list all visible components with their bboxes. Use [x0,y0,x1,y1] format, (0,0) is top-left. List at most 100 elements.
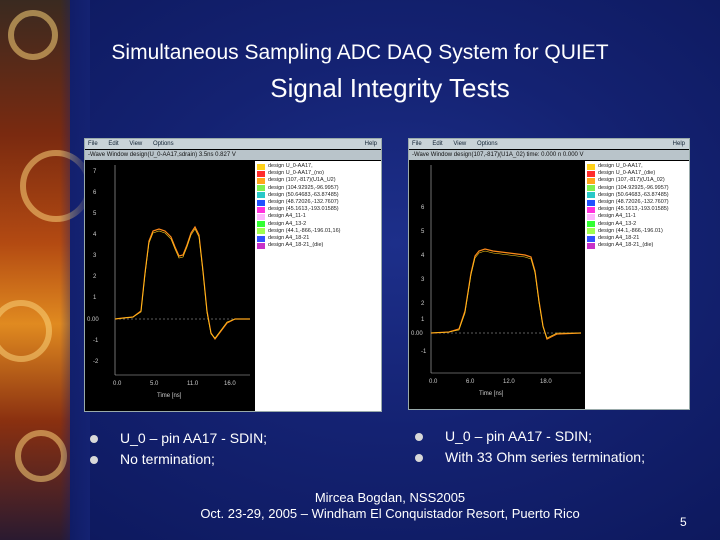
left-bullet-list: U_0 – pin AA17 - SDIN; No termination; [90,428,267,470]
legend-swatch [257,170,265,177]
bullet-icon [415,432,423,441]
legend-entry[interactable]: design (50.64683,-63.87485) [257,192,379,199]
menu-options[interactable]: Options [476,141,498,147]
left-x-tick: 16.0 [224,381,236,387]
legend-label: design (50.64683,-63.87485) [598,191,669,198]
legend-label: design A4_18-21 [598,235,640,242]
legend-entry[interactable]: design U_0-AA17, [257,163,379,170]
legend-swatch [257,192,265,199]
legend-label: design A4_18-21_(die) [598,242,654,249]
legend-entry[interactable]: design (48.72026,-132.7607) [257,199,379,206]
right-wave-toolbar: -Wave Window design(107,-817)(U1A_02) ti… [409,150,689,160]
right-y-tick: 6 [421,205,425,211]
legend-entry[interactable]: design A4_13-2 [257,221,379,228]
right-waveform-window: File Edit View Options Help -Wave Window… [408,138,690,410]
legend-entry[interactable]: design (44.1,-866,-196.01,16) [257,228,379,235]
legend-entry[interactable]: design U_0-AA17_(die) [587,170,687,177]
right-x-label: Time [ns] [479,391,504,397]
legend-swatch [257,206,265,213]
right-y-tick: 3 [421,277,425,283]
menu-help[interactable]: Help [672,141,685,147]
left-y-tick: -2 [93,359,99,365]
legend-swatch [587,199,595,206]
legend-entry[interactable]: design (45.1613,-193.01585) [587,206,687,213]
legend-swatch [257,178,265,184]
left-x-label: Time [ns] [157,393,182,399]
legend-label: design A4_18-21_(die) [268,242,324,249]
left-y-tick: 0.00 [87,317,99,323]
legend-entry[interactable]: design (104.92925,-96.9957) [257,185,379,192]
page-number: 5 [680,515,687,529]
right-waveform-trace-2 [430,250,581,339]
right-x-tick: 18.0 [540,379,552,385]
menu-view[interactable]: View [129,141,143,147]
legend-entry[interactable]: design A4_18-21 [257,235,379,242]
right-y-tick: -1 [421,349,427,355]
legend-entry[interactable]: design A4_18-21_(die) [257,242,379,249]
right-menubar: File Edit View Options Help [409,139,689,149]
legend-swatch [257,228,265,235]
left-waveform-trace-2 [114,228,250,339]
legend-label: design (45.1613,-193.01585) [268,206,339,213]
legend-entry[interactable]: design A4_11-1 [587,213,687,221]
menu-file[interactable]: File [88,141,98,147]
legend-label: design (44.1,-866,-196.01,16) [268,227,341,234]
legend-swatch [587,192,595,199]
legend-entry[interactable]: design (45.1613,-193.01585) [257,206,379,213]
legend-entry[interactable]: design A4_11-1 [257,213,379,221]
left-waveform-plot: 7 6 5 4 3 2 1 0.00 -1 -2 0.0 5.0 11.0 16… [85,161,255,411]
legend-label: design U_0-AA17_(die) [598,170,656,177]
legend-label: design (104.92925,-96.9957) [268,184,339,191]
legend-label: design (48.72026,-132.7607) [268,199,339,206]
menu-help[interactable]: Help [364,141,377,147]
menu-edit[interactable]: Edit [108,141,119,147]
legend-entry[interactable]: design (48.72026,-132.7607) [587,199,687,206]
right-y-tick: 0.00 [411,331,423,337]
legend-label: design A4_11-1 [598,213,636,220]
legend-entry[interactable]: design U_0-AA17_(no) [257,170,379,177]
menu-file[interactable]: File [412,141,422,147]
legend-swatch [257,221,265,228]
left-waveform-window: File Edit View Options Help -Wave Window… [84,138,382,412]
legend-swatch [587,228,595,235]
slide-footer: Mircea Bogdan, NSS2005 Oct. 23-29, 2005 … [180,490,600,522]
left-y-tick: 6 [93,190,97,196]
left-wave-toolbar: -Wave Window design(U_0-AA17,sdrain) 3.5… [85,150,381,160]
legend-swatch [587,235,595,242]
legend-swatch [257,185,265,192]
right-y-tick: 2 [421,301,425,307]
menu-view[interactable]: View [453,141,467,147]
list-item: U_0 – pin AA17 - SDIN; [415,426,645,447]
legend-entry[interactable]: design (44.1,-866,-196.01) [587,228,687,235]
legend-entry[interactable]: design A4_18-21 [587,235,687,242]
legend-swatch [257,242,265,249]
menu-edit[interactable]: Edit [432,141,443,147]
footer-conference: Oct. 23-29, 2005 – Windham El Conquistad… [200,506,580,521]
left-y-tick: -1 [93,338,99,344]
legend-entry[interactable]: design (50.64683,-63.87485) [587,192,687,199]
legend-entry[interactable]: design A4_13-2 [587,221,687,228]
legend-entry[interactable]: design U_0-AA17, [587,163,687,170]
menu-options[interactable]: Options [152,141,174,147]
footer-author: Mircea Bogdan, NSS2005 [314,490,466,505]
left-bullet-text: U_0 – pin AA17 - SDIN; [120,430,268,446]
left-waveform-svg: 7 6 5 4 3 2 1 0.00 -1 -2 0.0 5.0 11.0 16… [87,165,250,399]
legend-label: design (44.1,-866,-196.01) [598,227,663,234]
legend-swatch [257,235,265,242]
list-item: No termination; [90,449,267,470]
legend-label: design A4_13-2 [598,220,637,227]
legend-entry[interactable]: design (107,-817)(U1A_02) [587,177,687,184]
legend-entry[interactable]: design (107,-817)(U1A_U2) [257,177,379,184]
right-bullet-text: U_0 – pin AA17 - SDIN; [445,428,593,444]
legend-swatch [587,242,595,249]
legend-swatch [257,163,265,170]
legend-label: design U_0-AA17, [598,163,643,169]
left-y-tick: 1 [93,295,97,301]
left-legend: design U_0-AA17, design U_0-AA17_(no) desi… [255,161,381,411]
legend-swatch [257,214,265,221]
right-y-tick: 5 [421,229,425,235]
legend-entry[interactable]: design (104.92925,-96.9957) [587,185,687,192]
legend-label: design U_0-AA17_(no) [268,170,324,177]
legend-entry[interactable]: design A4_18-21_(die) [587,242,687,249]
gear-icon [8,10,58,60]
